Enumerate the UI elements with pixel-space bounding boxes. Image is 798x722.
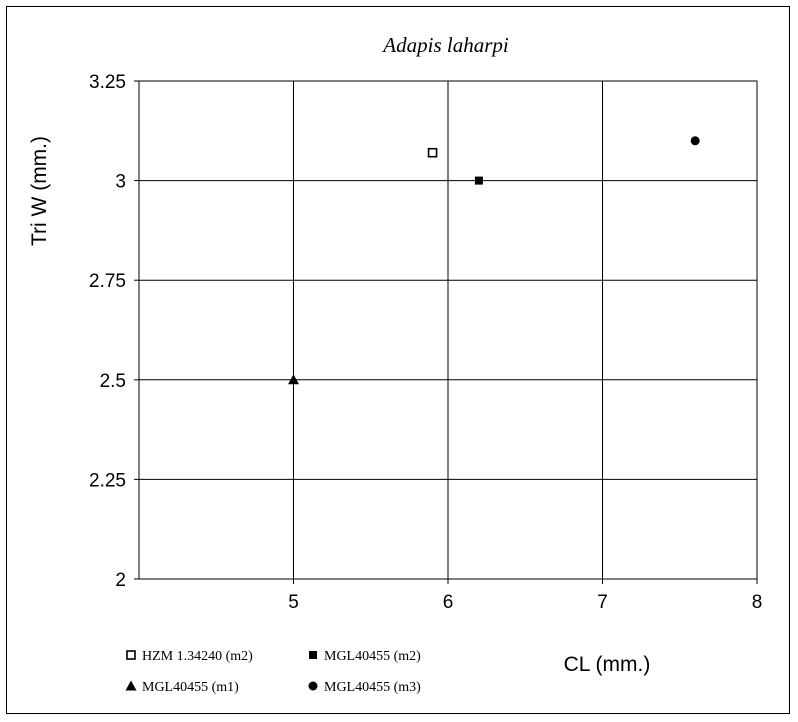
legend-label: MGL40455 (m2) [324,649,421,664]
legend-label: HZM 1.34240 (m2) [142,649,253,664]
x-tick-label: 8 [752,592,763,613]
chart-title: Adapis laharpi [381,33,509,57]
y-tick-label: 2.5 [100,371,126,392]
x-tick-labels: 5 6 7 8 [288,579,762,613]
grid-lines [139,81,757,579]
legend-marker [125,680,137,691]
y-tick-labels: 2 2.25 2.5 2.75 3 3.25 [89,72,139,591]
legend: HZM 1.34240 (m2) MGL40455 (m2) MGL40455 (m… [125,649,421,695]
x-axis-label: CL (mm.) [564,653,651,676]
data-point [474,176,483,185]
data-points [288,136,700,385]
y-tick-label: 3 [115,172,126,193]
y-tick-label: 2.75 [89,271,126,292]
legend-label: MGL40455 (m3) [324,680,421,695]
chart-frame [6,6,790,714]
x-tick-label: 7 [597,592,608,613]
legend-marker [308,681,318,691]
legend-label: MGL40455 (m1) [142,680,239,695]
x-tick-label: 6 [443,592,454,613]
x-tick-label: 5 [288,592,299,613]
y-tick-label: 2 [115,570,126,591]
legend-marker [309,651,317,659]
data-point [427,147,438,158]
y-tick-label: 2.25 [89,470,126,491]
y-tick-label: 3.25 [89,72,126,93]
data-point [288,374,299,385]
data-point [690,136,700,146]
y-axis-label: Tri W (mm.) [28,136,51,246]
legend-marker [126,650,136,660]
